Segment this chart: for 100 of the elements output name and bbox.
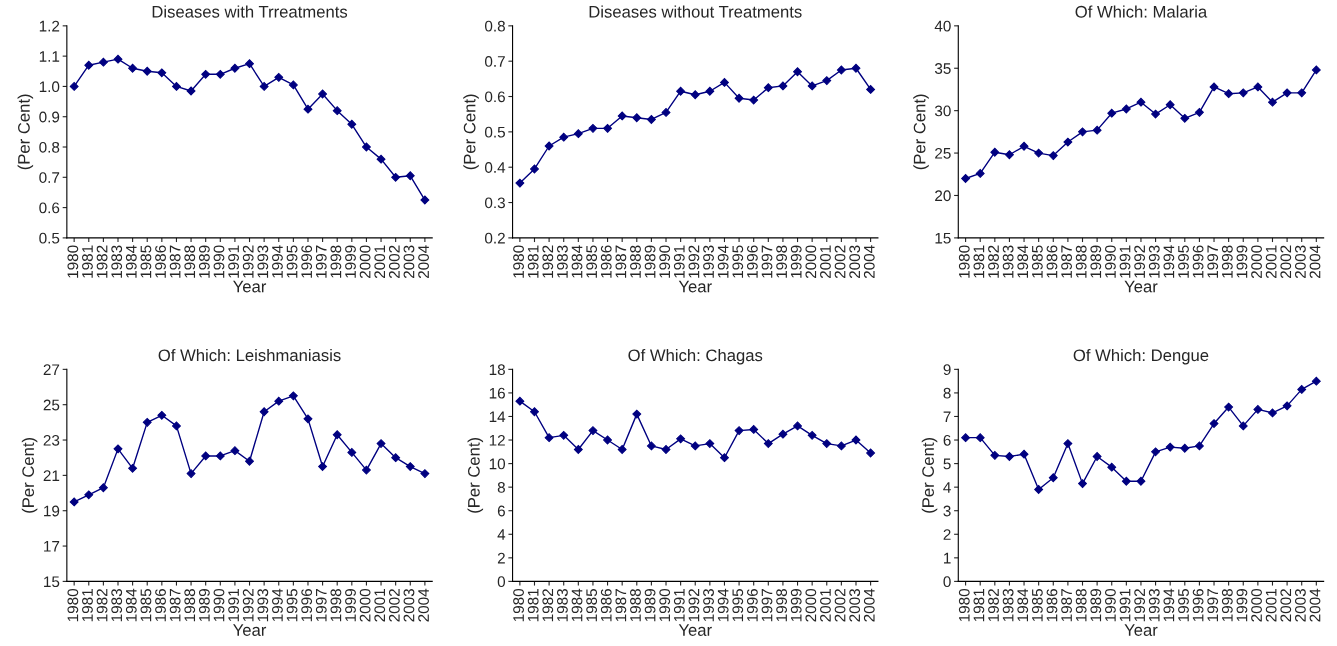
- point: [391, 453, 401, 463]
- point: [851, 63, 861, 73]
- x-tick-label: 1982: [542, 245, 554, 278]
- x-tick-label: 1982: [542, 589, 554, 622]
- x-tick-label: 1993: [1148, 589, 1160, 622]
- point: [288, 80, 298, 90]
- point: [720, 77, 729, 87]
- point: [142, 417, 152, 427]
- point: [588, 123, 598, 133]
- point: [961, 433, 971, 443]
- x-tick-label: 1984: [1017, 245, 1029, 278]
- y-tick-label: 1: [944, 552, 951, 564]
- point: [230, 63, 240, 73]
- point: [705, 86, 715, 96]
- point: [157, 68, 167, 78]
- point: [778, 429, 788, 439]
- x-tick-label: 2000: [359, 588, 371, 622]
- y-axis-title: (Per Cent): [913, 94, 929, 170]
- point: [763, 83, 773, 93]
- point: [515, 396, 525, 406]
- y-tick-label: 15: [935, 232, 951, 244]
- point: [588, 426, 598, 436]
- x-tick-label: 2000: [1251, 245, 1262, 279]
- y-tick-label: 0.6: [484, 91, 505, 103]
- point: [749, 95, 759, 105]
- point: [420, 469, 430, 479]
- x-tick-label: 1986: [1046, 589, 1058, 622]
- x-tick-label: 1983: [557, 589, 568, 622]
- point: [1121, 476, 1131, 486]
- x-tick-label: 1982: [988, 245, 999, 278]
- x-tick-label: 1992: [1134, 245, 1146, 278]
- point: [961, 174, 971, 183]
- x-tick-label: 2001: [1265, 589, 1277, 622]
- point: [69, 497, 79, 507]
- x-tick-label: 1999: [790, 245, 802, 278]
- x-tick-label: 1980: [513, 245, 524, 278]
- y-tick-label: 35: [934, 63, 951, 74]
- point: [1078, 479, 1087, 489]
- point: [172, 421, 181, 431]
- x-tick-label: 1995: [732, 588, 744, 622]
- x-tick-label: 1995: [286, 588, 298, 622]
- x-tick-label: 1986: [1046, 245, 1058, 278]
- point: [690, 90, 700, 100]
- y-tick-label: 6: [497, 505, 505, 517]
- x-tick-label: 1980: [958, 245, 970, 278]
- point: [347, 447, 357, 457]
- point: [1151, 447, 1161, 457]
- y-tick-label: 1.0: [39, 81, 60, 93]
- point: [1209, 82, 1219, 92]
- point: [1224, 402, 1234, 412]
- point: [866, 448, 876, 458]
- x-tick-label: 1984: [571, 245, 583, 278]
- x-tick-label: 1981: [973, 589, 985, 622]
- point: [530, 407, 539, 417]
- point: [793, 421, 802, 431]
- point: [113, 54, 123, 64]
- x-tick-label: 1990: [213, 588, 225, 622]
- point: [420, 195, 430, 205]
- x-tick-label: 1994: [1163, 245, 1175, 278]
- x-tick-label: 1996: [746, 245, 758, 278]
- chart-title: Diseases with Trreatments: [152, 5, 348, 18]
- x-tick-label: 2002: [388, 589, 400, 622]
- point: [274, 396, 284, 406]
- x-tick-label: 1987: [615, 589, 627, 622]
- x-tick-label: 1993: [1148, 245, 1160, 278]
- x-tick-label: 1998: [776, 245, 788, 278]
- point: [405, 462, 415, 471]
- point: [676, 434, 686, 444]
- x-tick-label: 1992: [688, 245, 700, 278]
- y-tick-label: 40: [934, 20, 951, 32]
- x-tick-label: 2004: [1309, 245, 1321, 279]
- x-tick-label: 1995: [286, 245, 298, 278]
- point: [332, 106, 342, 116]
- y-tick-label: 6: [943, 434, 951, 446]
- x-tick-label: 1998: [330, 245, 342, 278]
- x-tick-label: 1996: [746, 589, 758, 622]
- x-tick-label: 1980: [513, 588, 524, 622]
- point: [245, 59, 254, 69]
- x-tick-label: 2003: [403, 245, 415, 279]
- y-tick-label: 3: [943, 505, 951, 517]
- x-tick-label: 1995: [1178, 245, 1189, 278]
- x-tick-label: 2002: [1280, 245, 1292, 279]
- point: [646, 115, 656, 124]
- x-tick-label: 2000: [1251, 588, 1262, 622]
- x-tick-label: 1993: [257, 245, 269, 278]
- point: [1165, 442, 1175, 452]
- x-axis-title: Year: [678, 624, 712, 636]
- x-tick-label: 1984: [1017, 588, 1029, 622]
- y-tick-label: 10: [489, 458, 506, 470]
- x-tick-label: 1997: [315, 589, 327, 622]
- point: [1063, 137, 1073, 147]
- point: [1253, 404, 1263, 414]
- point: [1136, 476, 1146, 486]
- x-tick-label: 1996: [1192, 245, 1204, 278]
- point: [361, 142, 371, 152]
- y-tick-label: 0.9: [39, 111, 60, 123]
- point: [347, 119, 357, 129]
- x-tick-label: 1995: [1178, 588, 1189, 622]
- x-tick-label: 1987: [615, 245, 627, 278]
- y-tick-label: 0.8: [484, 20, 505, 32]
